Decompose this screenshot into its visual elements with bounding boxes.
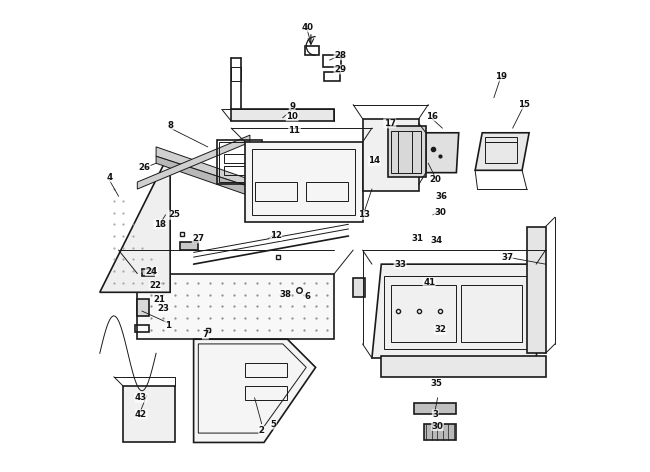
Bar (135, 325, 149, 332)
Bar (391, 285, 456, 342)
Polygon shape (194, 339, 316, 442)
Text: 26: 26 (138, 163, 150, 172)
Text: 32: 32 (434, 325, 446, 334)
Bar (353, 278, 365, 297)
Bar (384, 276, 526, 349)
Bar (306, 46, 319, 55)
Bar (255, 182, 297, 201)
Text: 38: 38 (279, 290, 291, 299)
Polygon shape (124, 386, 175, 442)
Text: 41: 41 (423, 278, 436, 287)
Text: 16: 16 (426, 112, 438, 121)
Bar (231, 67, 240, 81)
Polygon shape (372, 264, 545, 358)
Bar (142, 269, 154, 276)
Text: 14: 14 (368, 156, 380, 165)
Text: 37: 37 (501, 253, 513, 261)
Text: 5: 5 (270, 420, 276, 429)
Text: 1: 1 (165, 320, 171, 329)
Text: 4: 4 (106, 173, 112, 182)
Text: 2: 2 (259, 426, 265, 435)
Text: 29: 29 (334, 65, 346, 74)
Text: 30: 30 (432, 421, 443, 430)
Bar (414, 403, 456, 414)
Text: 13: 13 (358, 211, 370, 219)
Text: 10: 10 (286, 112, 298, 121)
Bar (484, 136, 517, 142)
Text: 24: 24 (146, 267, 157, 276)
Bar (252, 149, 356, 215)
Text: 12: 12 (270, 231, 281, 241)
Bar (224, 166, 255, 175)
Text: 35: 35 (430, 379, 442, 388)
Text: 21: 21 (154, 295, 166, 304)
Text: 42: 42 (135, 410, 147, 419)
Text: 34: 34 (430, 236, 443, 245)
Text: 7: 7 (202, 330, 209, 339)
Polygon shape (156, 147, 264, 192)
Text: 23: 23 (157, 304, 169, 313)
Bar (461, 285, 522, 342)
Bar (220, 142, 259, 182)
Bar (179, 242, 198, 250)
Bar (484, 142, 517, 163)
Bar (424, 424, 456, 440)
Bar (137, 299, 149, 316)
Bar (306, 182, 348, 201)
Text: 22: 22 (149, 281, 161, 290)
Polygon shape (156, 156, 264, 201)
Polygon shape (137, 135, 250, 189)
Text: 43: 43 (135, 393, 147, 403)
Polygon shape (475, 133, 529, 170)
Text: 20: 20 (430, 175, 441, 184)
Text: 27: 27 (192, 234, 204, 243)
Polygon shape (137, 274, 334, 339)
Polygon shape (382, 355, 545, 377)
Polygon shape (363, 118, 419, 192)
Bar (231, 110, 334, 121)
Text: 40: 40 (301, 23, 313, 32)
Text: 25: 25 (168, 211, 180, 219)
Bar (224, 154, 255, 163)
Bar (322, 55, 341, 67)
Text: 9: 9 (289, 102, 295, 111)
Text: 31: 31 (412, 234, 424, 243)
Text: 19: 19 (495, 72, 507, 81)
Bar (391, 131, 421, 173)
Text: 36: 36 (436, 192, 447, 201)
Bar (324, 72, 340, 81)
Polygon shape (99, 152, 170, 292)
Text: 30: 30 (434, 208, 446, 217)
Text: 3: 3 (432, 410, 438, 419)
Text: 17: 17 (384, 119, 396, 128)
Bar (217, 140, 262, 185)
Polygon shape (526, 227, 545, 354)
Text: 18: 18 (154, 220, 166, 229)
Polygon shape (388, 126, 426, 177)
Text: 8: 8 (167, 121, 173, 130)
Bar (245, 362, 287, 377)
Polygon shape (245, 142, 363, 222)
Text: 28: 28 (334, 51, 346, 60)
Text: 11: 11 (289, 126, 300, 135)
Text: 15: 15 (519, 100, 530, 109)
Text: 33: 33 (394, 260, 406, 269)
Polygon shape (426, 133, 459, 173)
Text: 6: 6 (304, 293, 310, 302)
Bar (245, 386, 287, 400)
